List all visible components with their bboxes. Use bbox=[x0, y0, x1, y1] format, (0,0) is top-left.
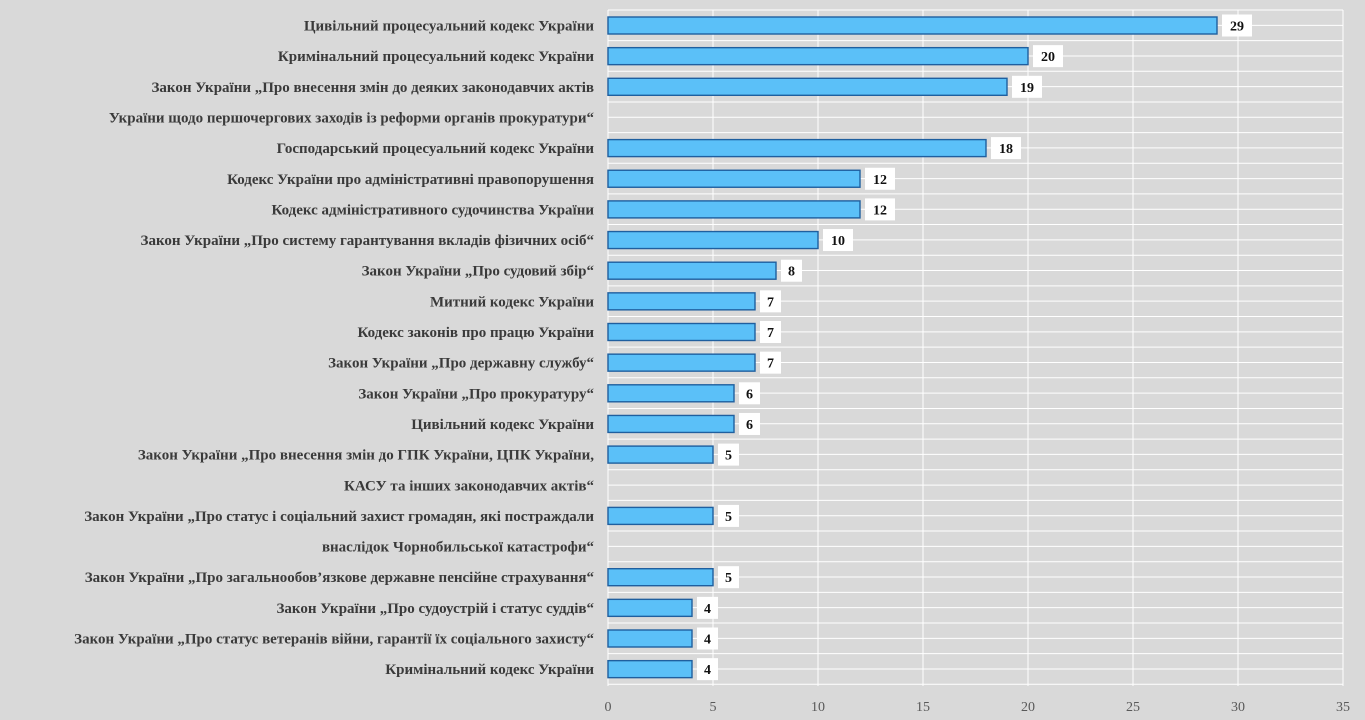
bar bbox=[607, 261, 777, 280]
bar bbox=[607, 230, 819, 250]
x-tick-label: 5 bbox=[710, 700, 717, 715]
value-label: 7 bbox=[767, 295, 774, 310]
value-label: 18 bbox=[999, 142, 1013, 157]
value-label: 5 bbox=[725, 449, 732, 464]
value-label: 4 bbox=[704, 633, 711, 648]
value-label-box bbox=[1222, 14, 1252, 37]
x-tick-label: 10 bbox=[811, 700, 825, 715]
category-label: Цивільний процесуальний кодекс України bbox=[304, 19, 594, 35]
value-label-box bbox=[865, 167, 895, 190]
category-label: КАСУ та інших законодавчих актів“ bbox=[344, 478, 594, 494]
bar bbox=[607, 568, 714, 587]
value-label-box bbox=[865, 198, 895, 221]
value-label: 6 bbox=[746, 387, 753, 402]
value-label-box bbox=[991, 137, 1021, 160]
bar bbox=[607, 200, 861, 219]
value-label: 10 bbox=[831, 234, 845, 249]
value-label: 12 bbox=[873, 173, 887, 188]
category-label: Митний кодекс України bbox=[430, 294, 594, 310]
category-label: Кодекс законів про працю України bbox=[357, 325, 594, 341]
bar bbox=[607, 506, 714, 526]
value-label-box bbox=[718, 504, 739, 527]
bar bbox=[607, 46, 1029, 66]
bar bbox=[607, 445, 714, 464]
bar bbox=[607, 414, 735, 434]
bar bbox=[607, 292, 756, 311]
x-tick-label: 20 bbox=[1021, 700, 1035, 715]
value-label-box bbox=[1033, 45, 1063, 68]
bar bbox=[607, 322, 756, 342]
value-label: 6 bbox=[746, 418, 753, 433]
category-label: Цивільний кодекс України bbox=[411, 417, 594, 433]
value-label-box bbox=[739, 382, 760, 405]
value-label-box bbox=[760, 351, 781, 374]
x-tick-label: 30 bbox=[1231, 700, 1245, 715]
category-label: Кодекс України про адміністративні право… bbox=[227, 172, 594, 188]
category-label: Господарський процесуальний кодекс Украї… bbox=[277, 141, 595, 157]
category-label: Закон України „Про державну службу“ bbox=[328, 356, 594, 372]
bar bbox=[607, 629, 693, 648]
category-label: Кримінальний кодекс України bbox=[385, 662, 594, 678]
x-tick-label: 15 bbox=[916, 700, 930, 715]
value-label: 4 bbox=[704, 663, 711, 678]
bar bbox=[607, 77, 1008, 97]
bar bbox=[607, 353, 756, 372]
category-label: Закон України „Про статус і соціальний з… bbox=[84, 509, 594, 525]
bar bbox=[607, 659, 693, 679]
bar bbox=[607, 169, 861, 188]
value-label-box bbox=[781, 259, 802, 282]
category-label: Кодекс адміністративного судочинства Укр… bbox=[271, 202, 594, 218]
category-label: Закон України „Про внесення змін до ГПК … bbox=[138, 448, 594, 464]
bar bbox=[607, 138, 987, 158]
category-label: Закон України „Про систему гарантування … bbox=[141, 233, 595, 249]
value-label: 5 bbox=[725, 571, 732, 586]
value-label-box bbox=[697, 596, 718, 619]
value-label-box bbox=[697, 627, 718, 650]
value-label: 20 bbox=[1041, 50, 1055, 65]
category-label: Закон України „Про загальнообов’язкове д… bbox=[85, 570, 595, 586]
value-label-box bbox=[1012, 75, 1042, 98]
category-label: Закон України „Про внесення змін до деяк… bbox=[152, 80, 594, 96]
value-label: 12 bbox=[873, 203, 887, 218]
value-label: 29 bbox=[1230, 20, 1244, 35]
category-label: Закон України „Про статус ветеранів війн… bbox=[74, 632, 594, 648]
bar bbox=[607, 16, 1218, 35]
value-label: 19 bbox=[1020, 81, 1034, 96]
value-label: 4 bbox=[704, 602, 711, 617]
category-label: внаслідок Чорнобильської катастрофи“ bbox=[322, 540, 595, 556]
value-label: 7 bbox=[767, 326, 774, 341]
x-tick-label: 35 bbox=[1336, 700, 1350, 715]
category-label: України щодо першочергових заходів із ре… bbox=[109, 110, 595, 126]
value-label-box bbox=[760, 290, 781, 313]
value-label: 7 bbox=[767, 357, 774, 372]
value-label-box bbox=[823, 229, 853, 252]
value-label-box bbox=[760, 321, 781, 343]
value-label: 8 bbox=[788, 265, 795, 280]
category-label: Кримінальний процесуальний кодекс Україн… bbox=[278, 49, 594, 65]
x-tick-label: 0 bbox=[605, 700, 612, 715]
category-label: Закон України „Про судоустрій і статус с… bbox=[277, 601, 595, 617]
category-label: Закон України „Про прокуратуру“ bbox=[358, 386, 594, 402]
bar bbox=[607, 384, 735, 403]
value-label: 5 bbox=[725, 510, 732, 525]
value-label-box bbox=[718, 566, 739, 589]
x-tick-label: 25 bbox=[1126, 700, 1140, 715]
value-label-box bbox=[739, 412, 760, 435]
category-label: Закон України „Про судовий збір“ bbox=[362, 264, 595, 280]
bar bbox=[607, 598, 693, 618]
value-label-box bbox=[697, 658, 718, 681]
value-label-box bbox=[718, 443, 739, 466]
